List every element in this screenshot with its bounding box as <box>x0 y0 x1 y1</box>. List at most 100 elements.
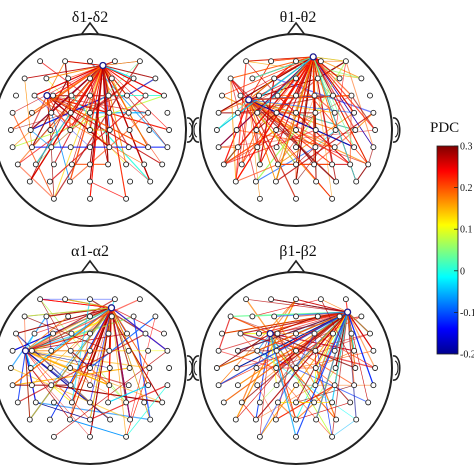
electrode <box>342 58 349 65</box>
connection-line <box>295 402 351 420</box>
electrode <box>293 399 299 406</box>
connection-line <box>295 60 347 148</box>
connection-line <box>276 56 314 148</box>
connection-line <box>248 99 297 131</box>
hub-electrode <box>43 91 51 100</box>
electrode <box>274 92 281 99</box>
electrode <box>87 127 93 133</box>
electrode <box>87 330 93 337</box>
connection-line <box>237 56 314 148</box>
electrode <box>329 399 336 406</box>
electrode <box>159 161 166 168</box>
connection-line <box>24 65 103 79</box>
connection-line <box>46 64 104 79</box>
colorbar-tick-label: 0.3 <box>460 142 473 153</box>
electrode <box>293 92 299 99</box>
connection-line <box>349 95 353 165</box>
connection-line <box>30 367 71 420</box>
electrode <box>220 399 227 406</box>
electrode <box>342 296 349 303</box>
connection-line <box>51 384 73 403</box>
connection-line <box>89 60 168 148</box>
connection-line <box>111 307 131 369</box>
connection-line <box>69 419 127 438</box>
electrode <box>256 399 263 406</box>
electrode <box>311 330 318 337</box>
connection-line <box>271 298 348 313</box>
head-map-alpha <box>0 259 195 465</box>
electrode <box>274 399 281 406</box>
electrode <box>311 161 318 168</box>
electrode <box>331 347 338 354</box>
connection-line <box>367 147 374 165</box>
hub-electrode <box>107 304 116 312</box>
connection-line <box>241 311 348 403</box>
right-ear-outline <box>392 117 401 143</box>
connection-line <box>102 65 110 148</box>
connection-line <box>17 163 55 200</box>
electrode <box>336 75 343 82</box>
connection-line <box>252 298 321 317</box>
connection-line <box>237 311 348 352</box>
electrode <box>152 313 159 320</box>
electrode <box>233 127 240 133</box>
electrode <box>215 109 222 116</box>
electrode <box>293 365 299 371</box>
connection-lines <box>10 60 170 200</box>
electrode <box>123 433 130 440</box>
connection-line <box>275 367 297 420</box>
connection-line <box>259 333 315 438</box>
electrode <box>87 313 93 320</box>
electrode <box>352 127 359 133</box>
connection-line <box>269 333 335 386</box>
electrode <box>107 178 114 185</box>
electrode <box>28 347 35 354</box>
connection-line <box>277 112 355 165</box>
connection-line <box>34 307 112 334</box>
electrode <box>48 109 55 116</box>
electrode <box>336 313 343 320</box>
electrode <box>312 109 319 116</box>
electrode <box>232 416 239 423</box>
electrode <box>312 347 319 354</box>
connection-line <box>295 56 314 182</box>
electrode <box>313 416 320 423</box>
connection-line <box>12 307 112 386</box>
connection-line <box>230 78 279 165</box>
electrode <box>164 144 171 151</box>
panel-title-theta: θ1-θ2 <box>280 9 317 26</box>
electrode <box>329 433 336 440</box>
connection-line <box>236 311 348 369</box>
electrode <box>252 416 259 423</box>
electrode <box>123 195 130 202</box>
connection-line <box>241 367 257 403</box>
colorbar-tick-label: -0.1 <box>460 308 474 319</box>
connection-line <box>246 56 314 62</box>
electrode <box>67 382 74 389</box>
electrode <box>124 92 130 99</box>
connection-line <box>295 56 314 131</box>
connection-line <box>216 311 348 369</box>
electrode <box>50 399 57 406</box>
connection-line <box>235 163 279 183</box>
electrode <box>146 365 153 371</box>
colorbar-ticks: 0.3 0.2 0.1 0 -0.1 -0.2 <box>454 142 474 361</box>
ear-inner-line <box>394 122 399 138</box>
connection-line <box>111 316 163 403</box>
connection-line <box>10 316 47 369</box>
connection-line <box>246 298 348 313</box>
electrode <box>331 109 338 116</box>
electrode <box>370 382 377 389</box>
electrode <box>87 109 93 116</box>
connection-line <box>347 311 371 334</box>
colorbar-tick-label: -0.2 <box>460 350 474 361</box>
connection-line <box>107 384 149 403</box>
electrode <box>333 416 340 423</box>
connection-line <box>252 56 314 79</box>
electrode <box>254 382 261 389</box>
electrode <box>293 382 299 389</box>
panel-title-delta: δ1-δ2 <box>72 9 108 26</box>
connection-line <box>312 56 340 79</box>
electrode <box>130 313 137 320</box>
electrode <box>27 365 34 371</box>
